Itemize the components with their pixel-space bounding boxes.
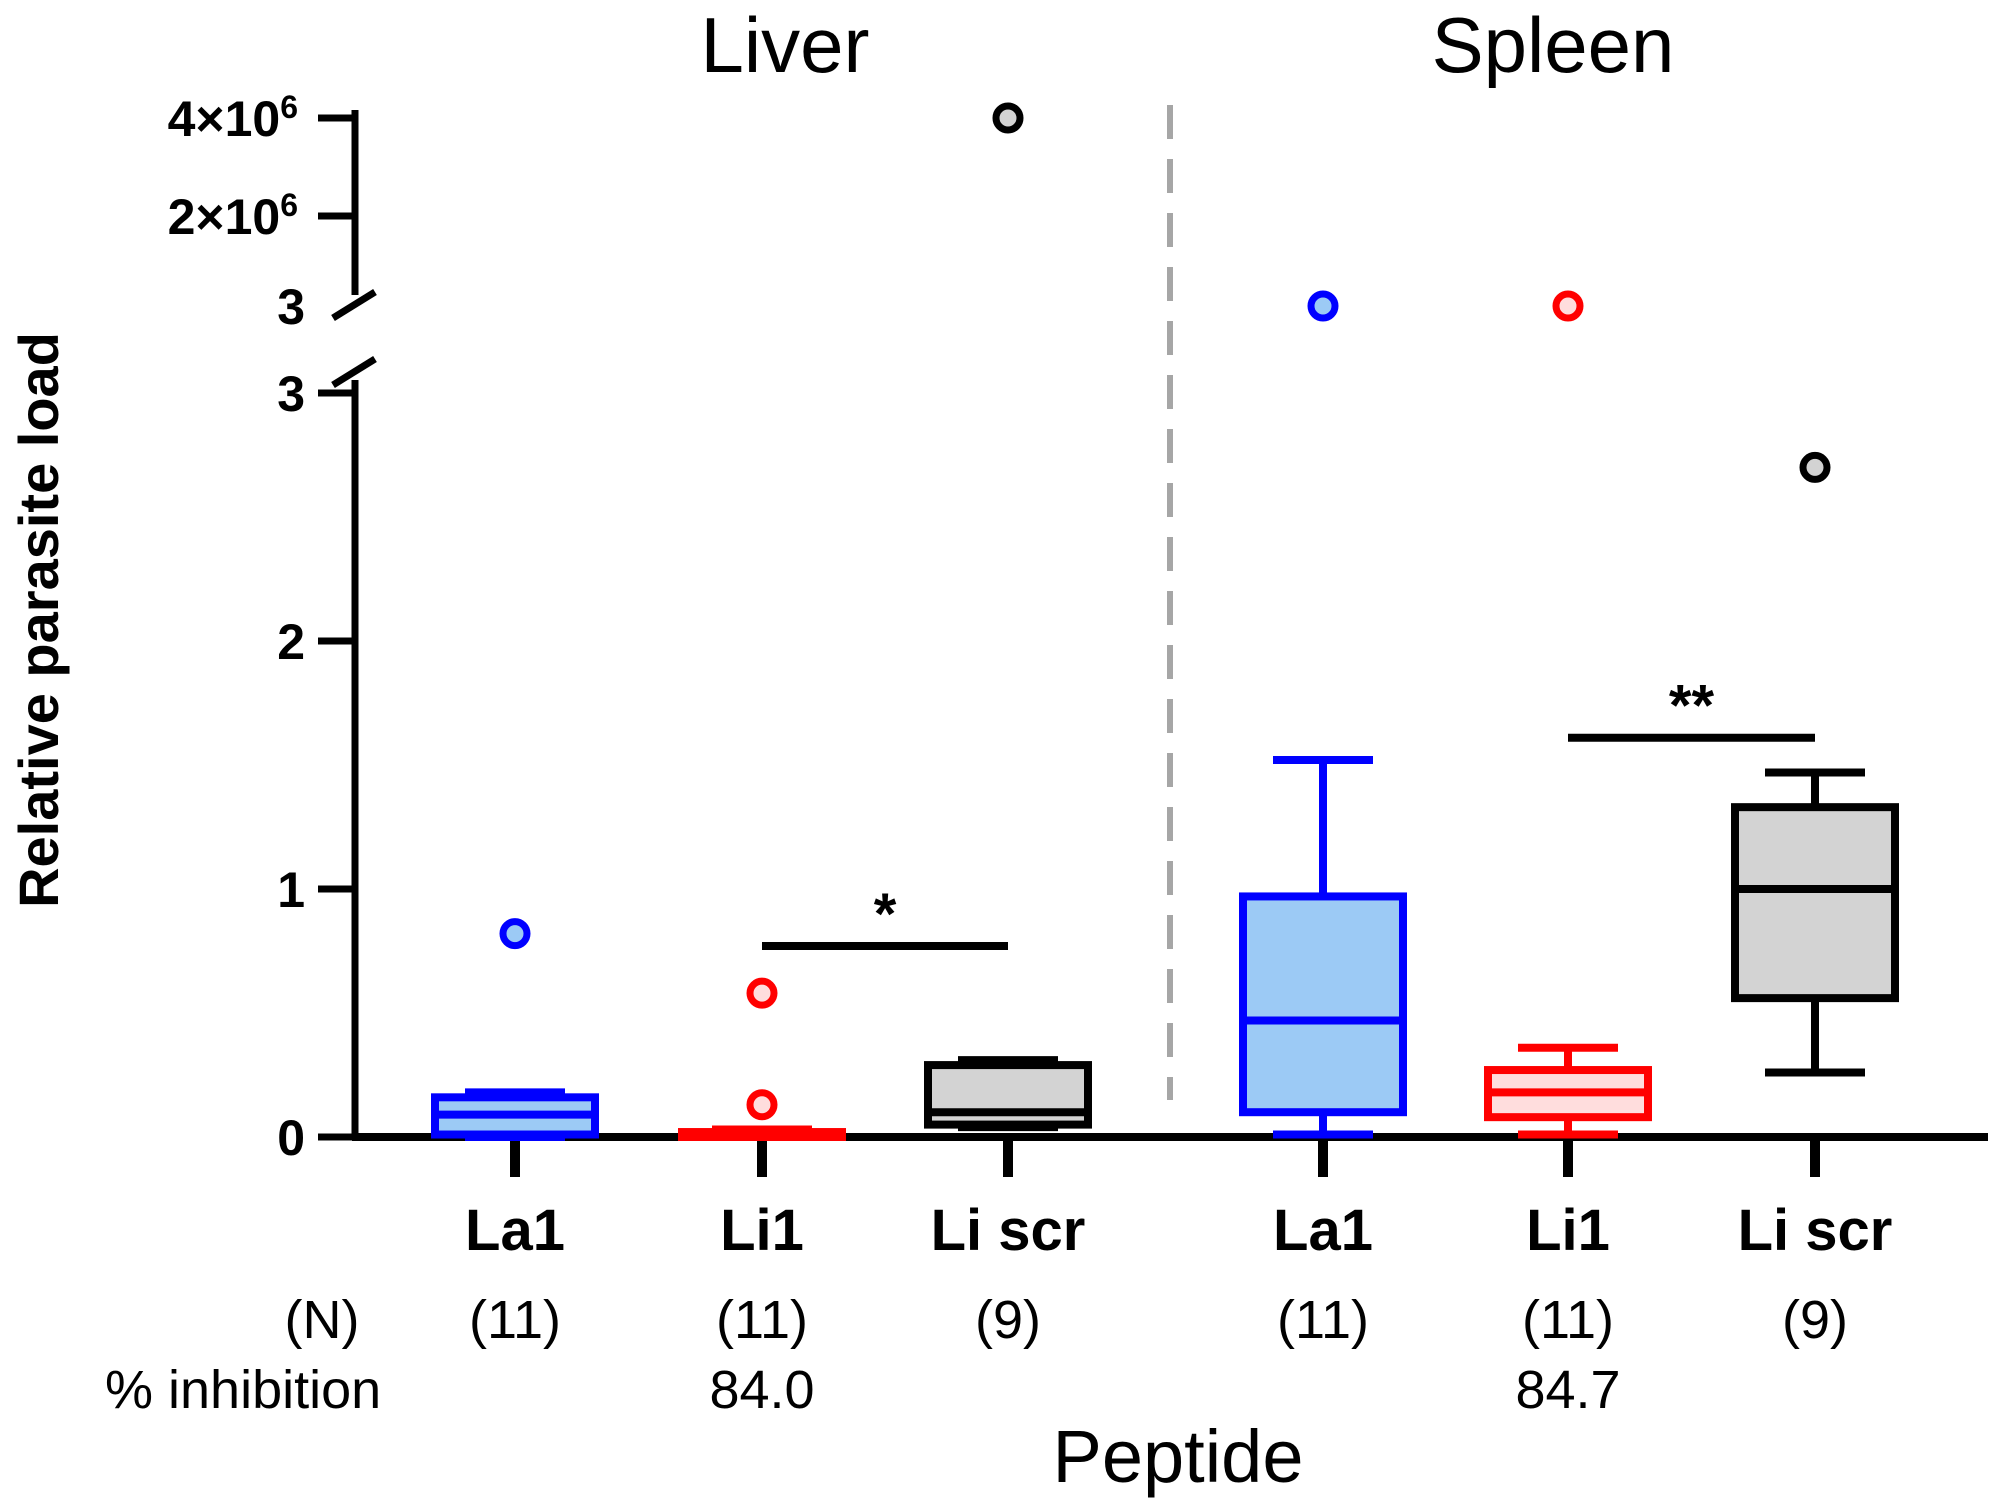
n-value: (9) [975, 1290, 1041, 1350]
category-label: La1 [465, 1198, 565, 1263]
outlier-point [746, 977, 778, 1009]
n-value: (11) [469, 1290, 561, 1350]
y-tick-label: 1 [277, 862, 305, 918]
x-axis-title: Peptide [1053, 1415, 1304, 1498]
panel-title-liver: Liver [700, 1, 869, 89]
box [1731, 803, 1899, 1003]
inhibition-value: 84.7 [1515, 1360, 1620, 1420]
y-tick-label-break: 3 [277, 279, 305, 335]
outlier-point [992, 102, 1024, 134]
box [1239, 892, 1407, 1117]
outlier-point [746, 1089, 778, 1121]
category-label: Li1 [720, 1198, 804, 1263]
outlier-point [1307, 290, 1339, 322]
y-tick-label: 0 [277, 1110, 305, 1166]
inhibition-row-label: % inhibition [105, 1360, 381, 1420]
axis-break-mark-bottom [331, 356, 377, 388]
outlier-point [1552, 290, 1584, 322]
n-row-label: (N) [285, 1290, 360, 1350]
n-value: (11) [1522, 1290, 1614, 1350]
y-tick-label-upper: 2×106 [168, 187, 298, 245]
y-axis-title: Relative parasite load [7, 332, 70, 908]
inhibition-value: 84.0 [709, 1360, 814, 1420]
n-value: (11) [1277, 1290, 1369, 1350]
labels-layer: 0 1 2 3 3 2×106 4×106 Relative parasite load Liv… [7, 1, 1892, 1498]
significance-label: ** [1669, 674, 1715, 739]
y-tick-label: 2 [277, 614, 305, 670]
y-tick-label: 3 [277, 366, 305, 422]
panel-title-spleen: Spleen [1432, 1, 1675, 89]
axis-break-mark-top [331, 289, 377, 321]
outlier-point [499, 918, 531, 950]
category-label: Li1 [1526, 1198, 1610, 1263]
n-value: (11) [716, 1290, 808, 1350]
y-tick-label-upper: 4×106 [168, 89, 298, 147]
significance-label: * [874, 882, 897, 947]
category-label: La1 [1273, 1198, 1373, 1263]
n-value: (9) [1782, 1290, 1848, 1350]
marks-layer [431, 102, 1899, 1142]
axes-layer [318, 105, 1988, 1177]
outlier-point [1799, 451, 1831, 483]
category-label: Li scr [1738, 1198, 1893, 1263]
category-label: Li scr [931, 1198, 1086, 1263]
